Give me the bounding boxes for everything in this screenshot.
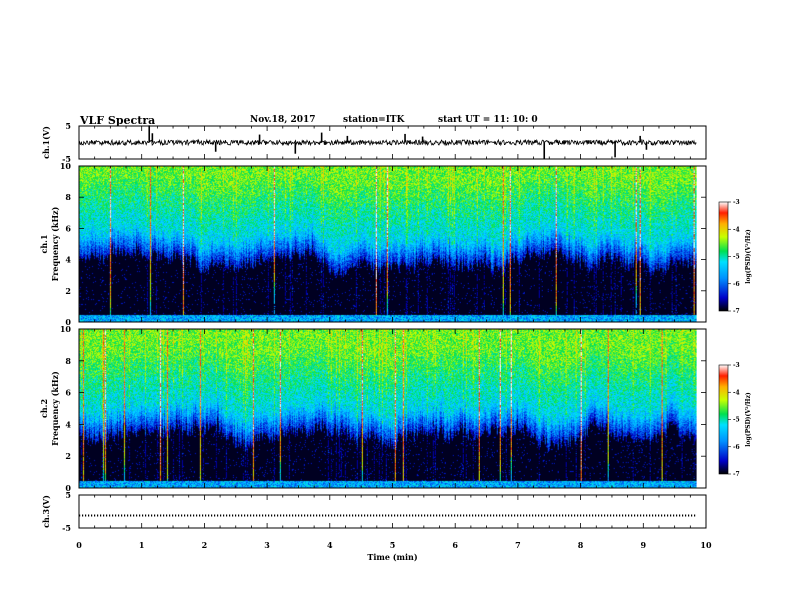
date-label: Nov.18, 2017: [250, 115, 316, 125]
x-tick-label: 1: [139, 540, 145, 550]
ch2-spectrogram: [79, 329, 697, 488]
y-tick-label: 2: [65, 451, 71, 461]
y-tick-label: 5: [65, 490, 71, 500]
colorbars: -3 -4 -5 -6 -7 log(PSD)(V²/Hz) -3 -4 -5 -6 -7 log(P…: [718, 199, 752, 478]
x-tick-label: 10: [700, 540, 712, 550]
y-tick-label: -5: [62, 523, 71, 533]
chart-title: VLF Spectra: [80, 114, 156, 127]
colorbar-tick-label: -6: [733, 281, 740, 288]
colorbar-tick-label: -5: [733, 417, 740, 424]
y-tick-label: 5: [65, 121, 71, 131]
y-tick-label: 10: [60, 161, 72, 171]
y-tick-label: 2: [65, 286, 71, 296]
y-axis-label: ch.3(V): [41, 495, 51, 528]
x-tick-label: 0: [76, 540, 82, 550]
y-tick-label: 0: [65, 317, 71, 327]
y-tick-label: 6: [65, 388, 71, 398]
y-axis-label: ch.2: [39, 399, 49, 418]
colorbar-tick-label: -6: [733, 444, 740, 451]
x-tick-label: 2: [202, 540, 208, 550]
colorbar-tick-label: -5: [733, 254, 740, 261]
y-tick-label: 8: [65, 356, 71, 366]
x-tick-label: 6: [452, 540, 458, 550]
colorbar-tick-label: -4: [733, 389, 740, 396]
colorbar: [718, 364, 729, 475]
y-axis-label: Frequency (kHz): [50, 206, 60, 281]
colorbar-tick-label: -3: [733, 362, 740, 369]
y-tick-label: 0: [65, 483, 71, 493]
spectrogram-image: [79, 166, 697, 322]
y-axis-label: Frequency (kHz): [50, 371, 60, 446]
y-tick-label: 10: [60, 324, 72, 334]
colorbar-label: log(PSD)(V²/Hz): [745, 392, 752, 447]
y-tick-label: -5: [62, 154, 71, 164]
x-tick-label: 8: [578, 540, 584, 550]
colorbar-tick-label: -4: [733, 226, 740, 233]
y-tick-label: 4: [65, 419, 71, 429]
y-tick-label: 4: [65, 255, 71, 265]
start-time-label: start UT = 11: 10: 0: [438, 115, 538, 125]
ch1-spectrogram: [79, 166, 697, 322]
colorbar-tick-label: -3: [733, 199, 740, 206]
colorbar: [718, 201, 729, 312]
station-label: station=ITK: [343, 115, 405, 125]
colorbar-tick-label: -7: [733, 471, 740, 478]
y-tick-label: 8: [65, 192, 71, 202]
y-axis-label: ch.1(V): [41, 126, 51, 159]
x-tick-label: 9: [641, 540, 647, 550]
x-tick-label: 5: [390, 540, 396, 550]
x-tick-label: 4: [327, 540, 333, 550]
colorbar-tick-label: -7: [733, 308, 740, 315]
y-axis-label: ch.1: [39, 234, 49, 253]
colorbar-label: log(PSD)(V²/Hz): [745, 229, 752, 284]
y-tick-label: 6: [65, 223, 71, 233]
x-tick-label: 3: [264, 540, 270, 550]
ch1-noise-trace: [78, 138, 697, 147]
x-tick-label: 7: [515, 540, 521, 550]
spectrogram-image: [79, 329, 697, 488]
ch1-waveform: [78, 125, 697, 159]
x-axis-label: Time (min): [367, 552, 417, 562]
